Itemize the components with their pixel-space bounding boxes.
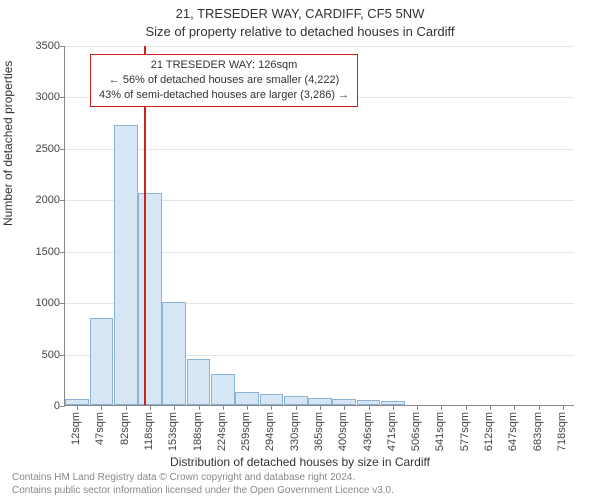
y-tick-mark <box>60 149 65 150</box>
x-tick-mark <box>441 405 442 410</box>
y-tick-mark <box>60 46 65 47</box>
y-tick-label: 500 <box>10 349 60 361</box>
x-tick-mark <box>393 405 394 410</box>
footer-copyright-1: Contains HM Land Registry data © Crown c… <box>12 472 355 483</box>
x-tick-label: 82sqm <box>119 412 131 445</box>
x-tick-mark <box>369 405 370 410</box>
x-tick-label: 118sqm <box>143 412 155 450</box>
x-tick-mark <box>514 405 515 410</box>
y-tick-label: 2500 <box>10 143 60 155</box>
x-tick-mark <box>126 405 127 410</box>
x-tick-label: 471sqm <box>386 412 398 451</box>
gridline <box>65 46 574 47</box>
x-axis-label: Distribution of detached houses by size … <box>0 455 600 469</box>
x-tick-mark <box>271 405 272 410</box>
y-tick-label: 1500 <box>10 246 60 258</box>
x-tick-label: 330sqm <box>289 412 301 451</box>
histogram-bar <box>138 193 162 405</box>
x-tick-label: 400sqm <box>337 412 349 451</box>
histogram-bar <box>90 318 114 405</box>
x-tick-label: 577sqm <box>459 412 471 451</box>
histogram-bar <box>308 398 332 405</box>
histogram-bar <box>235 392 259 405</box>
x-tick-mark <box>563 405 564 410</box>
histogram-bar <box>114 125 138 405</box>
x-tick-label: 153sqm <box>167 412 179 451</box>
chart-container: 21, TRESEDER WAY, CARDIFF, CF5 5NW Size … <box>0 0 600 500</box>
histogram-bar <box>162 302 186 405</box>
x-tick-label: 647sqm <box>507 412 519 451</box>
y-tick-mark <box>60 406 65 407</box>
x-tick-label: 436sqm <box>362 412 374 451</box>
x-tick-label: 683sqm <box>532 412 544 451</box>
histogram-bar <box>284 396 308 405</box>
gridline <box>65 149 574 150</box>
annotation-line-1: 21 TRESEDER WAY: 126sqm <box>99 58 349 73</box>
x-tick-mark <box>539 405 540 410</box>
x-tick-label: 612sqm <box>483 412 495 451</box>
x-tick-mark <box>77 405 78 410</box>
y-tick-mark <box>60 303 65 304</box>
x-tick-mark <box>150 405 151 410</box>
x-tick-label: 224sqm <box>216 412 228 451</box>
annotation-box: 21 TRESEDER WAY: 126sqm ← 56% of detache… <box>90 54 358 107</box>
x-tick-mark <box>466 405 467 410</box>
x-tick-label: 47sqm <box>94 412 106 445</box>
y-tick-label: 0 <box>10 400 60 412</box>
y-tick-label: 1000 <box>10 297 60 309</box>
x-tick-label: 188sqm <box>192 412 204 451</box>
y-tick-label: 2000 <box>10 194 60 206</box>
y-tick-mark <box>60 252 65 253</box>
y-tick-label: 3500 <box>10 40 60 52</box>
chart-title-sub: Size of property relative to detached ho… <box>0 24 600 39</box>
footer-copyright-2: Contains public sector information licen… <box>12 485 394 496</box>
chart-title-main: 21, TRESEDER WAY, CARDIFF, CF5 5NW <box>0 6 600 21</box>
x-tick-mark <box>247 405 248 410</box>
x-tick-label: 365sqm <box>313 412 325 451</box>
x-tick-label: 506sqm <box>410 412 422 451</box>
x-tick-label: 259sqm <box>240 412 252 451</box>
x-tick-label: 541sqm <box>434 412 446 451</box>
histogram-bar <box>211 374 235 405</box>
x-tick-mark <box>417 405 418 410</box>
histogram-bar <box>260 394 284 405</box>
x-tick-mark <box>320 405 321 410</box>
x-tick-mark <box>101 405 102 410</box>
histogram-bar <box>187 359 211 405</box>
y-tick-mark <box>60 97 65 98</box>
y-tick-label: 3000 <box>10 91 60 103</box>
x-tick-label: 294sqm <box>264 412 276 451</box>
x-tick-mark <box>490 405 491 410</box>
y-tick-mark <box>60 355 65 356</box>
annotation-line-2: ← 56% of detached houses are smaller (4,… <box>99 73 349 88</box>
x-tick-mark <box>199 405 200 410</box>
x-tick-mark <box>344 405 345 410</box>
x-tick-label: 718sqm <box>556 412 568 451</box>
y-tick-mark <box>60 200 65 201</box>
x-tick-mark <box>223 405 224 410</box>
annotation-line-3: 43% of semi-detached houses are larger (… <box>99 88 349 103</box>
x-tick-mark <box>296 405 297 410</box>
x-tick-label: 12sqm <box>70 412 82 445</box>
x-tick-mark <box>174 405 175 410</box>
